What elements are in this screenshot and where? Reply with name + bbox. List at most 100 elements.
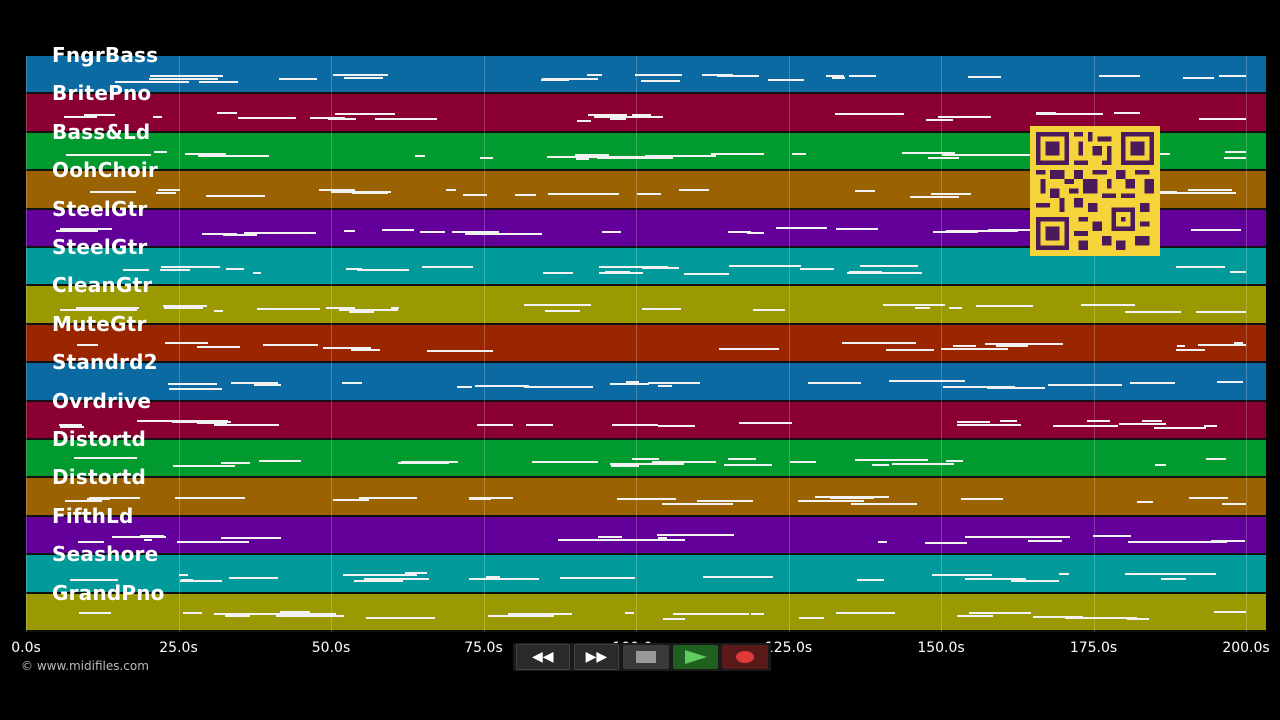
note-mark: [79, 611, 111, 614]
note-mark: [390, 307, 399, 310]
note-mark: [888, 380, 966, 383]
note-mark: [1161, 578, 1187, 581]
note-mark: [701, 74, 733, 77]
note-mark: [1203, 425, 1218, 428]
note-mark: [740, 464, 772, 467]
fast-forward-button[interactable]: ▶▶: [573, 644, 620, 670]
rewind-button[interactable]: ◀◀: [516, 644, 570, 670]
note-mark: [540, 79, 569, 82]
note-mark: [149, 75, 223, 78]
note-mark: [1136, 501, 1153, 504]
note-mark: [609, 383, 649, 386]
track-lane[interactable]: [26, 401, 1266, 440]
qr-code[interactable]: [1030, 126, 1160, 256]
note-mark: [148, 77, 219, 80]
note-mark: [420, 230, 446, 233]
note-mark: [238, 117, 296, 120]
note-mark: [915, 307, 931, 310]
track-lane[interactable]: [26, 56, 1266, 95]
note-mark: [632, 114, 645, 117]
note-mark: [617, 497, 677, 500]
note-mark: [647, 381, 700, 384]
note-mark: [197, 422, 228, 425]
play-button[interactable]: [672, 645, 719, 669]
note-mark: [176, 540, 250, 543]
note-mark: [363, 578, 429, 581]
note-mark: [964, 577, 1026, 580]
note-mark: [1189, 497, 1229, 499]
note-mark: [594, 116, 664, 119]
note-mark: [202, 233, 238, 236]
note-mark: [1213, 610, 1246, 613]
note-mark: [375, 118, 437, 121]
note-mark: [351, 192, 388, 195]
note-mark: [183, 611, 203, 614]
note-mark: [1224, 151, 1246, 154]
note-mark: [854, 458, 928, 461]
note-mark: [624, 612, 634, 615]
note-mark: [476, 424, 513, 427]
note-mark: [599, 266, 668, 269]
note-mark: [451, 231, 499, 234]
gridline: [331, 56, 332, 632]
note-mark: [333, 74, 389, 77]
note-mark: [703, 576, 774, 579]
note-mark: [657, 534, 735, 537]
note-mark: [279, 77, 317, 80]
record-button[interactable]: [722, 645, 769, 669]
note-mark: [574, 154, 610, 157]
track-lane[interactable]: [26, 516, 1266, 556]
track-lane[interactable]: [26, 593, 1266, 632]
note-mark: [835, 227, 879, 230]
note-mark: [642, 307, 682, 310]
note-mark: [684, 272, 730, 275]
track-lane[interactable]: [26, 478, 1266, 517]
note-mark: [209, 346, 241, 349]
note-mark: [1190, 229, 1242, 232]
note-mark: [999, 419, 1018, 422]
stop-button[interactable]: [623, 645, 669, 669]
note-mark: [752, 308, 785, 311]
note-mark: [342, 381, 362, 384]
note-mark: [348, 311, 374, 314]
time-tick-label: 75.0s: [464, 640, 503, 656]
note-mark: [1142, 420, 1163, 423]
record-icon: [736, 651, 755, 663]
note-mark: [625, 381, 639, 384]
note-mark: [1081, 303, 1135, 306]
note-mark: [179, 573, 189, 576]
note-mark: [798, 616, 824, 619]
note-mark: [728, 458, 757, 461]
gridline: [26, 56, 27, 632]
note-mark: [953, 344, 976, 347]
note-mark: [967, 76, 1001, 78]
note-mark: [780, 227, 827, 230]
note-mark: [523, 386, 594, 389]
note-mark: [59, 423, 82, 426]
track-label: Bass&Ld: [52, 119, 151, 144]
time-tick-label: 25.0s: [159, 640, 198, 656]
note-mark: [587, 73, 602, 76]
note-mark: [515, 193, 536, 196]
note-mark: [1007, 535, 1070, 538]
note-mark: [117, 153, 151, 156]
note-mark: [319, 188, 355, 191]
note-mark: [996, 345, 1029, 348]
track-lane[interactable]: [26, 363, 1266, 402]
track-lane[interactable]: [26, 286, 1266, 325]
note-mark: [1027, 540, 1063, 543]
note-mark: [1113, 111, 1141, 114]
track-lane[interactable]: [26, 324, 1266, 364]
note-mark: [542, 78, 599, 81]
note-mark: [1198, 343, 1246, 346]
note-mark: [75, 307, 139, 310]
note-mark: [750, 612, 764, 615]
track-lane[interactable]: [26, 555, 1266, 594]
track-label: BritePno: [52, 81, 152, 106]
track-lane[interactable]: [26, 440, 1266, 479]
track-label: Ovrdrive: [52, 388, 152, 413]
time-tick-label: 200.0s: [1222, 640, 1270, 656]
note-mark: [213, 309, 223, 312]
note-mark: [1222, 503, 1246, 506]
note-mark: [858, 502, 917, 505]
